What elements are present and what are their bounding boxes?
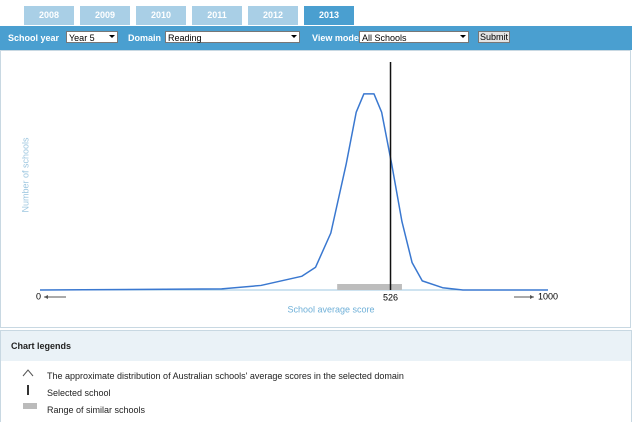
distribution-curve: [39, 93, 548, 291]
legend-item: Selected school: [47, 388, 111, 398]
similar-range: [337, 284, 402, 290]
select[interactable]: Reading: [165, 31, 300, 43]
tab[interactable]: 2013: [304, 6, 354, 25]
tab-bar: 2008 2009 2010 2011 2012 2013: [0, 0, 632, 26]
tab[interactable]: 2009: [80, 6, 130, 25]
y-axis-label: Number of schools: [20, 137, 30, 213]
tab[interactable]: 2011: [192, 6, 242, 25]
tab[interactable]: 2012: [248, 6, 298, 25]
legend-icon-range: [23, 403, 37, 409]
x-end-label: 1000: [538, 291, 558, 301]
legend-item: Range of similar schools: [47, 405, 146, 415]
tab[interactable]: 2008: [24, 6, 74, 25]
label: View mode: [312, 33, 359, 43]
submit-button[interactable]: Submit: [478, 31, 510, 43]
select[interactable]: Year 5: [66, 31, 118, 43]
toolbar: School year Year 5 Domain Reading View m…: [0, 26, 632, 50]
legend-icon-selected: [27, 385, 29, 395]
legend-icons: [22, 369, 37, 409]
legend-item: The approximate distribution of Australi…: [47, 371, 404, 381]
chart-frame: [0, 50, 631, 328]
select[interactable]: All Schools: [359, 31, 469, 43]
x-axis-label: School average score: [287, 304, 374, 314]
tab[interactable]: 2010: [136, 6, 186, 25]
x-end-label: 0: [36, 291, 41, 301]
selected-school-label: 526: [383, 292, 398, 302]
label: School year: [8, 33, 60, 43]
chart: Number of schools School average score 0…: [0, 50, 631, 328]
arrow-head: [44, 295, 48, 299]
legend-icon-curve: [22, 369, 34, 377]
legend: Chart legends The approximate distributi…: [0, 330, 632, 422]
label: Domain: [128, 33, 162, 43]
legend-title: Chart legends: [1, 331, 631, 361]
arrow-head: [530, 295, 534, 299]
